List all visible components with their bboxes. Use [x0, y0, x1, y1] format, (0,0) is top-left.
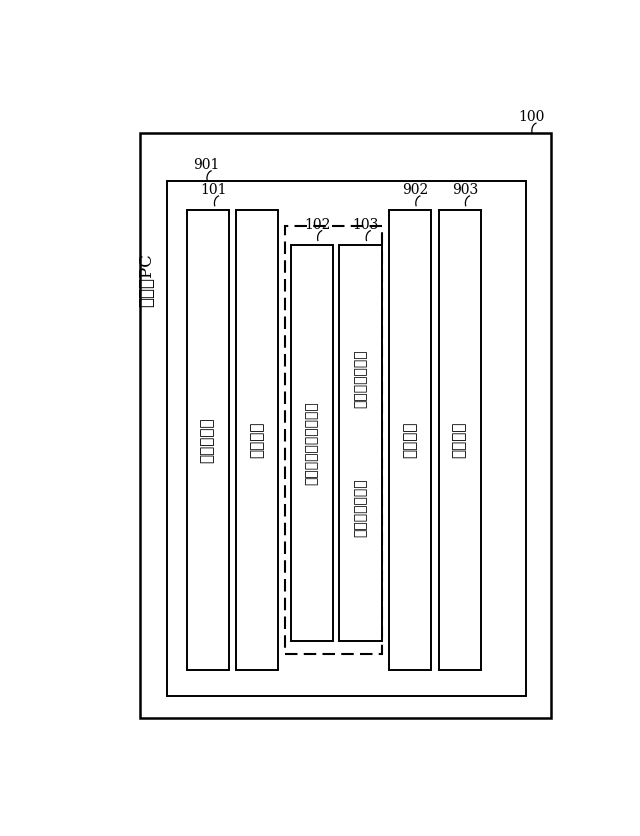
Bar	[389, 210, 431, 670]
Text: ブラウザ: ブラウザ	[250, 421, 264, 458]
Text: 903: 903	[452, 183, 478, 197]
Bar	[438, 210, 481, 670]
Text: データ判定部、通知部: データ判定部、通知部	[305, 401, 319, 485]
Bar	[291, 245, 333, 641]
Text: 通信装置: 通信装置	[452, 421, 467, 458]
Text: 記憶装置: 記憶装置	[403, 421, 417, 458]
Text: 画面照合処理部: 画面照合処理部	[353, 478, 367, 537]
Bar	[339, 245, 381, 641]
Text: 100: 100	[518, 110, 545, 124]
Text: 102: 102	[304, 217, 330, 232]
Text: 監視用PC: 監視用PC	[138, 253, 156, 308]
Text: 103: 103	[353, 217, 379, 232]
Text: 901: 901	[193, 158, 220, 171]
Bar	[236, 210, 278, 670]
Bar	[285, 226, 381, 654]
Text: 101: 101	[201, 183, 227, 197]
Text: プロセッサ: プロセッサ	[201, 417, 215, 462]
Text: 画面取得処理部: 画面取得処理部	[353, 349, 367, 408]
Bar	[187, 210, 229, 670]
Bar	[167, 181, 526, 696]
Bar	[140, 133, 551, 718]
Text: 902: 902	[402, 183, 428, 197]
